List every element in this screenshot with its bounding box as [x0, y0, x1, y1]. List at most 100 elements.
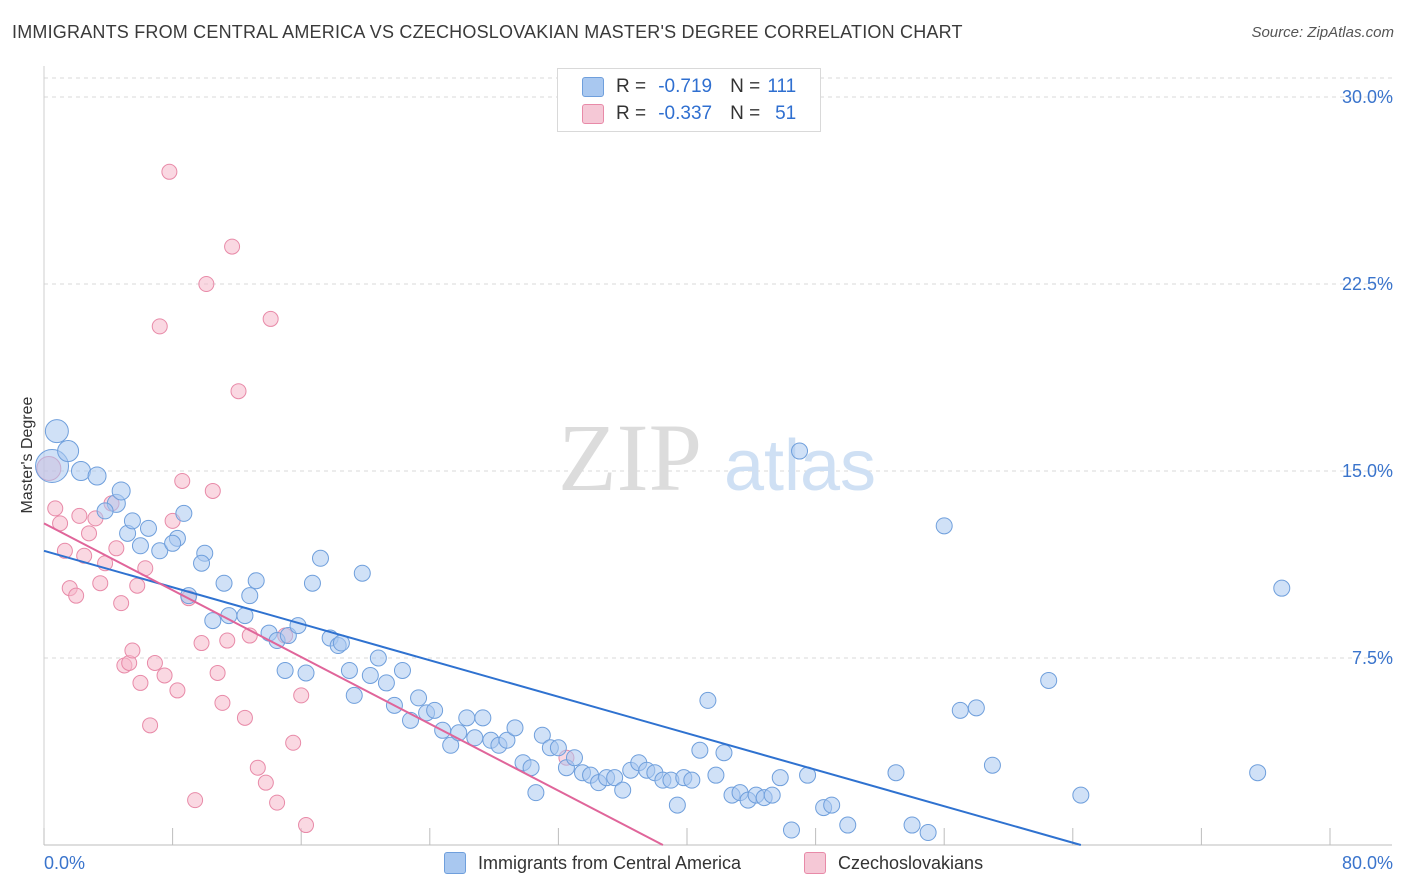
legend-row-blue: R = -0.719 N = 111	[582, 75, 796, 99]
data-point-central-america	[782, 821, 800, 839]
legend-r-label: R =	[616, 76, 647, 97]
stats-legend: R = -0.719 N = 111 R = -0.337 N = 51	[557, 68, 821, 132]
legend-n-value: 111	[767, 76, 797, 97]
trend-line-czechoslovakians	[43, 522, 664, 846]
legend-item-czechoslovakians[interactable]: Czechoslovakians	[804, 852, 983, 874]
data-point-central-america	[44, 419, 69, 444]
legend-swatch-pink	[582, 104, 604, 124]
data-point-central-america	[241, 587, 259, 605]
axes	[43, 66, 1392, 846]
data-point-central-america	[1040, 671, 1058, 689]
watermark-atlas: atlas	[724, 426, 876, 506]
data-point-central-america	[410, 689, 428, 707]
data-point-czechoslovakians	[209, 664, 226, 681]
data-point-czechoslovakians	[156, 667, 173, 684]
data-point-central-america	[506, 719, 524, 737]
data-point-central-america	[771, 769, 789, 787]
data-point-central-america	[1273, 579, 1291, 597]
series-central-america	[35, 419, 1291, 842]
data-point-czechoslovakians	[219, 632, 236, 649]
watermark-zip: ZIP	[558, 404, 702, 511]
legend-item-central-america[interactable]: Immigrants from Central America	[444, 852, 741, 874]
data-point-czechoslovakians	[198, 276, 215, 292]
data-point-czechoslovakians	[161, 163, 178, 180]
data-point-central-america	[458, 709, 476, 727]
data-point-czechoslovakians	[92, 575, 109, 592]
data-point-central-america	[353, 564, 371, 582]
data-point-central-america	[691, 741, 709, 759]
data-point-central-america	[683, 771, 701, 789]
data-point-central-america	[139, 519, 157, 537]
grid-lines	[44, 77, 1392, 659]
data-point-czechoslovakians	[47, 500, 64, 517]
data-point-central-america	[983, 756, 1001, 774]
legend-label: Immigrants from Central America	[478, 852, 742, 873]
data-point-central-america	[839, 816, 857, 834]
data-point-central-america	[565, 749, 583, 767]
data-point-central-america	[303, 574, 321, 592]
data-point-czechoslovakians	[257, 774, 274, 791]
y-tick-label: 15.0%	[1342, 461, 1393, 481]
data-point-central-america	[668, 796, 686, 814]
data-point-central-america	[442, 736, 460, 754]
y-tick-label: 30.0%	[1342, 87, 1393, 107]
data-point-central-america	[533, 726, 551, 744]
data-point-central-america	[707, 766, 725, 784]
data-point-central-america	[311, 549, 329, 567]
source-label: Source: ZipAtlas.com	[1251, 24, 1394, 41]
data-point-czechoslovakians	[269, 794, 286, 811]
legend-r-label: R =	[616, 103, 647, 124]
data-point-czechoslovakians	[298, 817, 315, 834]
data-point-central-america	[426, 701, 444, 719]
data-point-central-america	[297, 664, 315, 682]
data-point-czechoslovakians	[285, 734, 302, 751]
data-point-czechoslovakians	[142, 717, 159, 734]
data-point-czechoslovakians	[76, 547, 93, 564]
data-point-central-america	[935, 517, 953, 535]
data-point-czechoslovakians	[56, 542, 73, 559]
legend-label: Czechoslovakians	[838, 852, 984, 873]
legend-swatch-blue	[582, 77, 604, 97]
data-point-central-america	[887, 764, 905, 782]
data-point-czechoslovakians	[151, 318, 168, 335]
data-point-czechoslovakians	[230, 383, 247, 400]
data-point-central-america	[247, 572, 265, 590]
trend-lines	[43, 522, 1082, 846]
legend-n-label: N =	[730, 76, 761, 97]
data-point-czechoslovakians	[214, 694, 231, 711]
data-point-central-america	[763, 786, 781, 804]
data-point-central-america	[903, 816, 921, 834]
data-point-czechoslovakians	[108, 540, 125, 557]
data-point-czechoslovakians	[262, 310, 279, 327]
data-point-czechoslovakians	[169, 682, 186, 699]
y-tick-label: 7.5%	[1352, 648, 1393, 668]
data-point-czechoslovakians	[124, 642, 141, 659]
legend-n-value: 51	[775, 103, 797, 124]
data-point-czechoslovakians	[132, 674, 149, 691]
series-legend: Immigrants from Central America Czechosl…	[0, 852, 1406, 878]
data-point-central-america	[151, 542, 169, 560]
data-point-central-america	[70, 461, 91, 481]
data-point-central-america	[614, 781, 632, 799]
data-point-central-america	[175, 504, 193, 522]
data-point-central-america	[369, 649, 387, 667]
data-point-czechoslovakians	[146, 654, 163, 671]
data-point-central-america	[715, 744, 733, 762]
data-point-czechoslovakians	[129, 577, 146, 594]
data-point-czechoslovakians	[68, 587, 85, 604]
x-tick-label: 0.0%	[44, 853, 85, 873]
data-point-central-america	[215, 574, 233, 592]
data-point-central-america	[87, 466, 107, 486]
trend-line-central-america	[43, 549, 1082, 846]
legend-r-value: -0.337	[658, 103, 713, 124]
data-point-central-america	[96, 502, 114, 520]
data-point-central-america	[393, 661, 411, 679]
data-point-czechoslovakians	[193, 635, 210, 652]
data-point-czechoslovakians	[249, 759, 266, 776]
legend-row-pink: R = -0.337 N = 51	[582, 102, 796, 126]
data-point-central-america	[919, 824, 937, 842]
data-point-czechoslovakians	[204, 482, 221, 499]
data-point-czechoslovakians	[293, 687, 310, 704]
data-point-czechoslovakians	[81, 525, 98, 542]
